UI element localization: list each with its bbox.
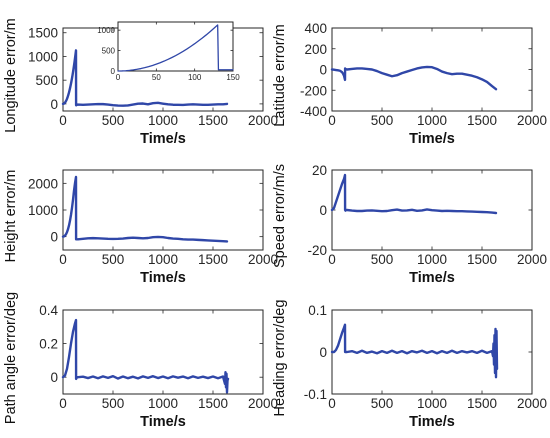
heading-plot-ytick-label: 0 bbox=[319, 345, 327, 360]
longitude-plot-ytick-label: 1000 bbox=[28, 49, 58, 64]
path-angle-plot-axes: 0 500 1000 1500 2000 0 0.2 0.4 bbox=[39, 303, 278, 411]
height-plot-xtick-label: 0 bbox=[59, 252, 67, 267]
path-angle-plot-xtick-label: 1500 bbox=[198, 396, 228, 411]
speed-plot-xtick-label: 1500 bbox=[467, 252, 497, 267]
longitude-plot-ytick-label: 1500 bbox=[28, 26, 58, 41]
heading-plot-ytick-label: -0.1 bbox=[304, 387, 327, 402]
speed-plot-xtick-label: 500 bbox=[371, 252, 394, 267]
heading-plot-ytick-label: 0.1 bbox=[308, 303, 327, 318]
longitude-plot-ylabel: Longitude error/m bbox=[3, 18, 19, 132]
longitude-inset-axes: 0 50 100 150 0 500 1000 bbox=[97, 21, 240, 82]
latitude-plot-ytick-label: 200 bbox=[304, 42, 327, 57]
path-angle-plot-ytick-label: 0.2 bbox=[39, 337, 58, 352]
longitude-inset-ytick-label: 0 bbox=[111, 67, 116, 76]
heading-plot-ylabel: Heading error/deg bbox=[272, 300, 288, 417]
latitude-plot-ytick-label: -400 bbox=[300, 104, 327, 119]
latitude-plot-ylabel: Latitude error/m bbox=[272, 24, 288, 126]
path-angle-plot-xtick-label: 0 bbox=[59, 396, 67, 411]
latitude-plot-ytick-label: 400 bbox=[304, 21, 327, 36]
longitude-plot-xtick-label: 2000 bbox=[248, 113, 278, 128]
path-angle-plot-xlabel: Time/s bbox=[140, 414, 186, 430]
heading-plot-xtick-label: 0 bbox=[328, 396, 336, 411]
speed-plot-ytick-label: 0 bbox=[319, 203, 327, 218]
height-plot-xtick-label: 500 bbox=[102, 252, 125, 267]
latitude-plot-xtick-label: 2000 bbox=[517, 113, 547, 128]
speed-plot-ytick-label: -20 bbox=[307, 243, 327, 258]
height-plot-xtick-label: 2000 bbox=[248, 252, 278, 267]
height-plot-ytick-label: 0 bbox=[50, 230, 58, 245]
path-angle-plot-axes-frame bbox=[62, 309, 264, 395]
longitude-inset-ytick-label: 1000 bbox=[97, 26, 115, 35]
height-plot-xlabel: Time/s bbox=[140, 270, 186, 286]
latitude-plot-ytick-label: 0 bbox=[319, 63, 327, 78]
latitude-plot-ytick-label: -200 bbox=[300, 83, 327, 98]
longitude-inset-xtick-label: 0 bbox=[116, 73, 121, 82]
longitude-plot-xtick-label: 500 bbox=[102, 113, 125, 128]
speed-plot-ytick-label: 20 bbox=[312, 163, 327, 178]
latitude-plot-xtick-label: 1500 bbox=[467, 113, 497, 128]
longitude-plot-series-line bbox=[61, 49, 229, 107]
height-plot-xtick-label: 1500 bbox=[198, 252, 228, 267]
path-angle-plot-ylabel: Path angle error/deg bbox=[3, 292, 19, 424]
heading-plot-xtick-label: 1500 bbox=[467, 396, 497, 411]
heading-plot-xlabel: Time/s bbox=[409, 414, 455, 430]
speed-plot-xtick-label: 1000 bbox=[417, 252, 447, 267]
longitude-plot-xlabel: Time/s bbox=[140, 131, 186, 147]
path-angle-plot-xtick-label: 500 bbox=[102, 396, 125, 411]
heading-plot-series-line bbox=[330, 323, 499, 379]
speed-plot-xtick-label: 2000 bbox=[517, 252, 547, 267]
speed-plot-series-line bbox=[330, 173, 498, 215]
height-plot-axes: 0 500 1000 1500 2000 0 1000 2000 bbox=[28, 169, 278, 267]
heading-plot-xtick-label: 2000 bbox=[517, 396, 547, 411]
path-angle-plot-xtick-label: 1000 bbox=[148, 396, 178, 411]
speed-plot-xtick-label: 0 bbox=[328, 252, 336, 267]
latitude-plot-series-line bbox=[330, 65, 498, 91]
latitude-plot-xtick-label: 1000 bbox=[417, 113, 447, 128]
longitude-inset-axes-frame bbox=[117, 21, 234, 72]
longitude-plot-xtick-label: 1000 bbox=[148, 113, 178, 128]
path-angle-plot-series-line bbox=[61, 318, 230, 394]
heading-plot-xtick-label: 500 bbox=[371, 396, 394, 411]
longitude-plot-xtick-label: 0 bbox=[59, 113, 67, 128]
longitude-inset-xtick-label: 150 bbox=[226, 73, 240, 82]
speed-plot-ylabel: Speed error/m/s bbox=[272, 164, 288, 268]
latitude-plot-xtick-label: 0 bbox=[328, 113, 336, 128]
heading-plot-axes: 0 500 1000 1500 2000-0.100.1 bbox=[304, 303, 547, 411]
latitude-plot-xlabel: Time/s bbox=[409, 131, 455, 147]
speed-plot-xlabel: Time/s bbox=[409, 270, 455, 286]
heading-plot-xtick-label: 1000 bbox=[417, 396, 447, 411]
height-plot-xtick-label: 1000 bbox=[148, 252, 178, 267]
longitude-inset-xtick-label: 100 bbox=[188, 73, 202, 82]
height-plot-ytick-label: 1000 bbox=[28, 203, 58, 218]
longitude-inset-series-line bbox=[117, 24, 234, 72]
longitude-plot-ytick-label: 500 bbox=[35, 73, 58, 88]
path-angle-plot-ytick-label: 0 bbox=[50, 370, 58, 385]
longitude-plot-xtick-label: 1500 bbox=[198, 113, 228, 128]
height-plot-ytick-label: 2000 bbox=[28, 176, 58, 191]
latitude-plot-xtick-label: 500 bbox=[371, 113, 394, 128]
longitude-inset-ytick-label: 500 bbox=[102, 47, 116, 56]
height-plot-series-line bbox=[61, 175, 229, 243]
path-angle-plot-ytick-label: 0.4 bbox=[39, 303, 58, 318]
height-plot-ylabel: Height error/m bbox=[3, 170, 19, 263]
longitude-plot-ytick-label: 0 bbox=[50, 97, 58, 112]
longitude-inset-xtick-label: 50 bbox=[152, 73, 161, 82]
path-angle-plot-xtick-label: 2000 bbox=[248, 396, 278, 411]
